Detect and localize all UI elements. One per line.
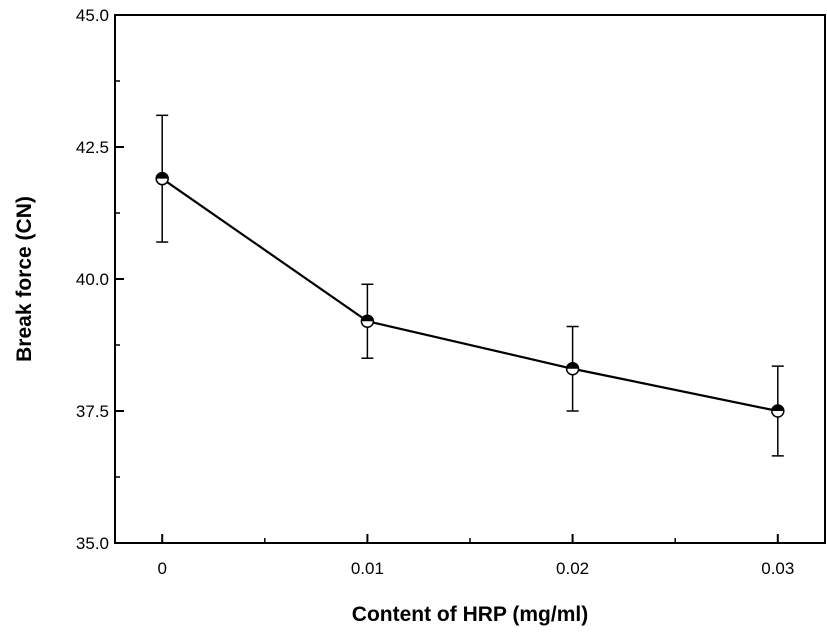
data-point-fill	[771, 405, 784, 411]
data-points	[155, 171, 785, 418]
y-tick-label: 35.0	[76, 534, 109, 553]
data-point	[155, 171, 169, 186]
error-bars	[156, 114, 784, 457]
data-point	[360, 314, 375, 328]
axis-ticks	[115, 14, 779, 544]
series-line	[161, 177, 779, 413]
x-tick-label: 0.02	[556, 559, 589, 578]
data-point-fill	[361, 315, 374, 322]
x-tick-label: 0.03	[761, 559, 794, 578]
y-tick-label: 45.0	[76, 6, 109, 25]
series-line-layer	[161, 177, 779, 413]
y-tick-label: 42.5	[76, 138, 109, 157]
x-tick-labels: 0 0.01 0.02 0.03	[157, 559, 794, 578]
y-tick-label: 37.5	[76, 402, 109, 421]
data-point-fill	[566, 362, 579, 369]
y-axis-title: Break force (CN)	[13, 196, 36, 362]
x-axis-title: Content of HRP (mg/ml)	[352, 603, 588, 626]
y-tick-labels: 35.0 37.5 40.0 42.5 45.0	[76, 6, 109, 553]
data-point-fill	[156, 172, 169, 179]
data-point	[565, 362, 580, 376]
plot-area-frame	[114, 14, 826, 544]
x-tick-label: 0	[157, 559, 166, 578]
x-tick-label: 0.01	[351, 559, 384, 578]
data-point	[771, 404, 785, 418]
y-tick-label: 40.0	[76, 270, 109, 289]
